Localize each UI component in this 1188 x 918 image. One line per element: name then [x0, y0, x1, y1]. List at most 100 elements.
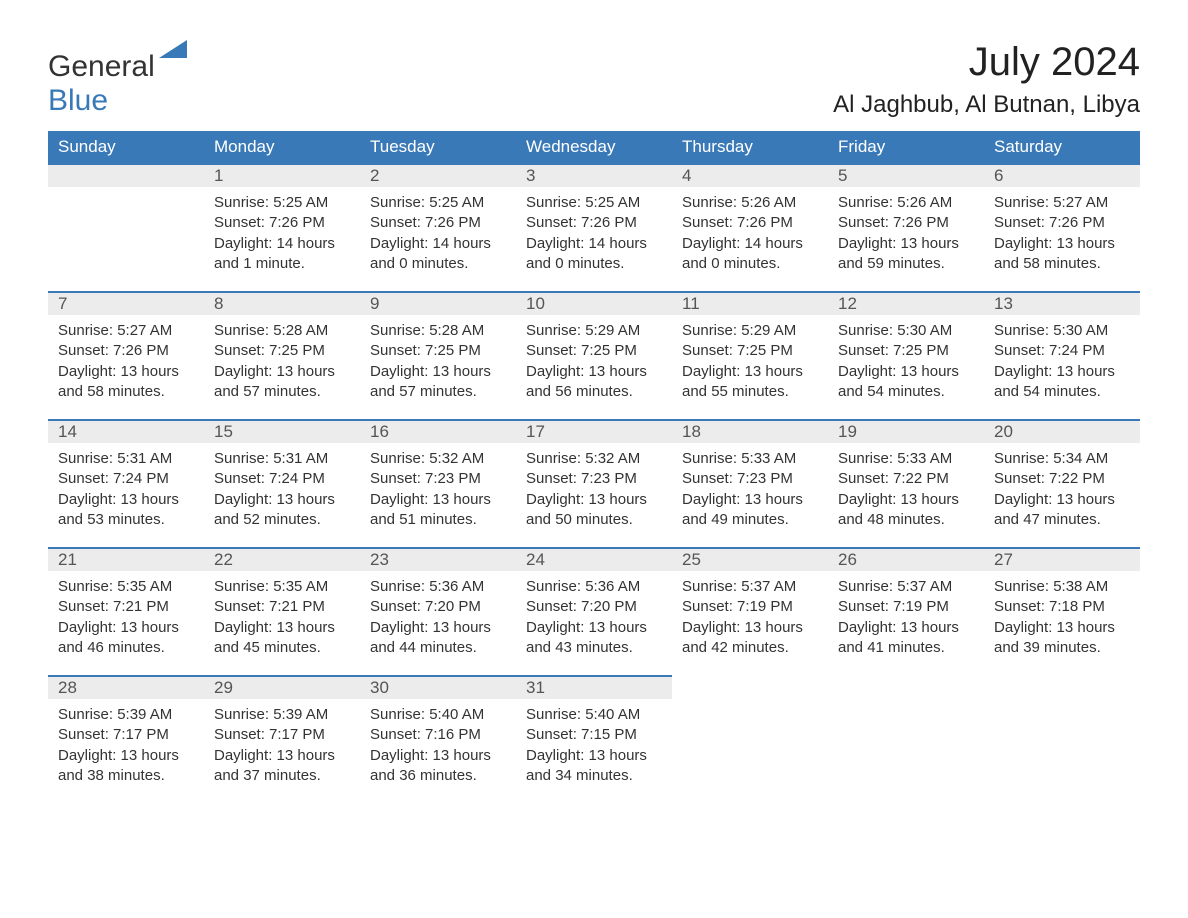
day-details: Sunrise: 5:27 AMSunset: 7:26 PMDaylight:…: [984, 187, 1140, 278]
day-daylight1: Daylight: 13 hours: [214, 618, 350, 638]
day-number: 22: [204, 547, 360, 571]
day-daylight2: and 0 minutes.: [682, 254, 818, 274]
day-number: 10: [516, 291, 672, 315]
day-daylight1: Daylight: 14 hours: [526, 234, 662, 254]
day-sunset: Sunset: 7:26 PM: [370, 213, 506, 233]
day-details: Sunrise: 5:32 AMSunset: 7:23 PMDaylight:…: [360, 443, 516, 534]
day-daylight1: Daylight: 13 hours: [370, 618, 506, 638]
calendar-cell: 30Sunrise: 5:40 AMSunset: 7:16 PMDayligh…: [360, 675, 516, 803]
page-subtitle: Al Jaghbub, Al Butnan, Libya: [833, 91, 1140, 119]
calendar-cell: 9Sunrise: 5:28 AMSunset: 7:25 PMDaylight…: [360, 291, 516, 419]
calendar-cell: [48, 163, 204, 291]
day-daylight1: Daylight: 14 hours: [370, 234, 506, 254]
day-details: Sunrise: 5:37 AMSunset: 7:19 PMDaylight:…: [828, 571, 984, 662]
day-sunset: Sunset: 7:21 PM: [58, 597, 194, 617]
day-number: 23: [360, 547, 516, 571]
day-daylight1: Daylight: 13 hours: [994, 362, 1130, 382]
day-daylight2: and 56 minutes.: [526, 382, 662, 402]
day-sunset: Sunset: 7:26 PM: [682, 213, 818, 233]
logo-word-2: Blue: [48, 84, 108, 117]
day-daylight1: Daylight: 13 hours: [214, 490, 350, 510]
day-sunset: Sunset: 7:26 PM: [838, 213, 974, 233]
day-sunrise: Sunrise: 5:26 AM: [682, 193, 818, 213]
day-sunrise: Sunrise: 5:40 AM: [526, 705, 662, 725]
day-daylight2: and 49 minutes.: [682, 510, 818, 530]
day-daylight2: and 41 minutes.: [838, 638, 974, 658]
day-daylight2: and 58 minutes.: [994, 254, 1130, 274]
day-details: Sunrise: 5:30 AMSunset: 7:24 PMDaylight:…: [984, 315, 1140, 406]
day-sunrise: Sunrise: 5:27 AM: [58, 321, 194, 341]
day-details: Sunrise: 5:30 AMSunset: 7:25 PMDaylight:…: [828, 315, 984, 406]
day-daylight1: Daylight: 13 hours: [994, 234, 1130, 254]
day-sunrise: Sunrise: 5:35 AM: [58, 577, 194, 597]
day-sunrise: Sunrise: 5:30 AM: [994, 321, 1130, 341]
day-sunrise: Sunrise: 5:29 AM: [682, 321, 818, 341]
calendar-cell: [672, 675, 828, 803]
day-number: 30: [360, 675, 516, 699]
calendar-row: 14Sunrise: 5:31 AMSunset: 7:24 PMDayligh…: [48, 419, 1140, 547]
day-details: Sunrise: 5:39 AMSunset: 7:17 PMDaylight:…: [48, 699, 204, 790]
day-daylight2: and 39 minutes.: [994, 638, 1130, 658]
day-number: 1: [204, 163, 360, 187]
logo-text: General Blue: [48, 40, 187, 118]
day-daylight1: Daylight: 13 hours: [58, 362, 194, 382]
day-daylight2: and 46 minutes.: [58, 638, 194, 658]
calendar-cell: 25Sunrise: 5:37 AMSunset: 7:19 PMDayligh…: [672, 547, 828, 675]
day-number: 21: [48, 547, 204, 571]
day-details: Sunrise: 5:27 AMSunset: 7:26 PMDaylight:…: [48, 315, 204, 406]
calendar-cell: 5Sunrise: 5:26 AMSunset: 7:26 PMDaylight…: [828, 163, 984, 291]
day-sunrise: Sunrise: 5:33 AM: [838, 449, 974, 469]
logo-triangle-icon: [159, 40, 187, 58]
topbar: General Blue July 2024 Al Jaghbub, Al Bu…: [48, 40, 1140, 119]
day-details: Sunrise: 5:25 AMSunset: 7:26 PMDaylight:…: [516, 187, 672, 278]
day-daylight1: Daylight: 13 hours: [838, 362, 974, 382]
calendar-row: 1 Sunrise: 5:25 AMSunset: 7:26 PMDaylight…: [48, 163, 1140, 291]
day-sunrise: Sunrise: 5:28 AM: [214, 321, 350, 341]
day-sunset: Sunset: 7:21 PM: [214, 597, 350, 617]
calendar-cell: 4Sunrise: 5:26 AMSunset: 7:26 PMDaylight…: [672, 163, 828, 291]
day-sunrise: Sunrise: 5:27 AM: [994, 193, 1130, 213]
day-daylight1: Daylight: 13 hours: [214, 746, 350, 766]
day-daylight2: and 47 minutes.: [994, 510, 1130, 530]
day-number: [672, 675, 828, 697]
day-daylight2: and 1 minute.: [214, 254, 350, 274]
day-sunrise: Sunrise: 5:31 AM: [58, 449, 194, 469]
day-daylight1: Daylight: 13 hours: [682, 362, 818, 382]
col-header: Saturday: [984, 131, 1140, 163]
day-daylight2: and 57 minutes.: [214, 382, 350, 402]
day-number: 4: [672, 163, 828, 187]
day-number: 2: [360, 163, 516, 187]
day-daylight2: and 53 minutes.: [58, 510, 194, 530]
day-daylight2: and 54 minutes.: [994, 382, 1130, 402]
calendar-row: 21Sunrise: 5:35 AMSunset: 7:21 PMDayligh…: [48, 547, 1140, 675]
day-daylight1: Daylight: 13 hours: [682, 618, 818, 638]
col-header: Tuesday: [360, 131, 516, 163]
day-number: 28: [48, 675, 204, 699]
day-number: 17: [516, 419, 672, 443]
calendar-cell: 29Sunrise: 5:39 AMSunset: 7:17 PMDayligh…: [204, 675, 360, 803]
calendar-cell: 16Sunrise: 5:32 AMSunset: 7:23 PMDayligh…: [360, 419, 516, 547]
calendar-cell: 3Sunrise: 5:25 AMSunset: 7:26 PMDaylight…: [516, 163, 672, 291]
day-daylight2: and 36 minutes.: [370, 766, 506, 786]
day-details: Sunrise: 5:39 AMSunset: 7:17 PMDaylight:…: [204, 699, 360, 790]
calendar-cell: 23Sunrise: 5:36 AMSunset: 7:20 PMDayligh…: [360, 547, 516, 675]
day-number: 3: [516, 163, 672, 187]
calendar-cell: 26Sunrise: 5:37 AMSunset: 7:19 PMDayligh…: [828, 547, 984, 675]
day-sunset: Sunset: 7:25 PM: [214, 341, 350, 361]
calendar-cell: 11Sunrise: 5:29 AMSunset: 7:25 PMDayligh…: [672, 291, 828, 419]
day-number: 7: [48, 291, 204, 315]
day-daylight2: and 57 minutes.: [370, 382, 506, 402]
calendar-cell: 6Sunrise: 5:27 AMSunset: 7:26 PMDaylight…: [984, 163, 1140, 291]
day-sunset: Sunset: 7:25 PM: [370, 341, 506, 361]
day-daylight2: and 58 minutes.: [58, 382, 194, 402]
calendar-cell: 21Sunrise: 5:35 AMSunset: 7:21 PMDayligh…: [48, 547, 204, 675]
calendar-cell: 7Sunrise: 5:27 AMSunset: 7:26 PMDaylight…: [48, 291, 204, 419]
day-sunset: Sunset: 7:26 PM: [526, 213, 662, 233]
calendar-cell: 31Sunrise: 5:40 AMSunset: 7:15 PMDayligh…: [516, 675, 672, 803]
day-daylight2: and 43 minutes.: [526, 638, 662, 658]
day-daylight1: Daylight: 13 hours: [838, 234, 974, 254]
calendar-cell: 20Sunrise: 5:34 AMSunset: 7:22 PMDayligh…: [984, 419, 1140, 547]
col-header: Friday: [828, 131, 984, 163]
day-sunset: Sunset: 7:24 PM: [214, 469, 350, 489]
day-number: 13: [984, 291, 1140, 315]
